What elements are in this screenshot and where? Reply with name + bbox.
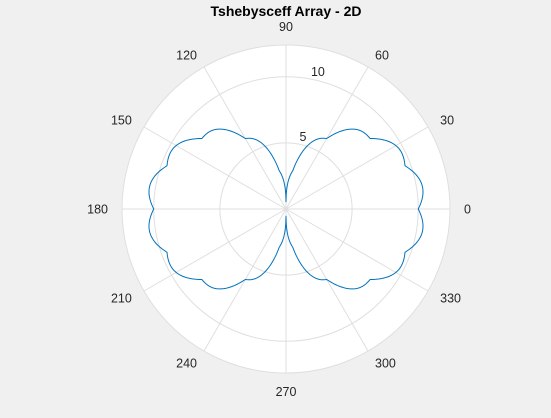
angular-grid-spoke-30 (285, 126, 429, 210)
theta-tick-label-210: 210 (111, 292, 132, 306)
chart-title: Tshebysceff Array - 2D (211, 3, 362, 19)
theta-tick-label-330: 330 (440, 292, 461, 306)
r-tick-label-5: 5 (299, 130, 306, 144)
theta-tick-label-60: 60 (375, 48, 389, 62)
angular-grid-spoke-330 (285, 208, 429, 292)
r-tick-label-10: 10 (311, 65, 325, 79)
r-tick-labels: 5 10 (299, 65, 324, 144)
theta-tick-label-90: 90 (279, 20, 293, 34)
theta-tick-labels: 0 30 60 90 120 150 180 210 240 270 300 330 (87, 20, 471, 399)
plot-area (148, 128, 424, 290)
theta-tick-label-120: 120 (176, 48, 197, 62)
theta-tick-label-300: 300 (375, 357, 396, 371)
theta-tick-label-30: 30 (440, 114, 454, 128)
theta-tick-label-270: 270 (276, 385, 297, 399)
angular-grid-spoke-210 (143, 208, 287, 292)
theta-tick-label-240: 240 (176, 357, 197, 371)
theta-tick-label-180: 180 (87, 203, 108, 217)
theta-tick-label-150: 150 (111, 114, 132, 128)
theta-tick-label-0: 0 (464, 203, 471, 217)
series-line-0 (148, 128, 424, 290)
angular-grid-spoke-150 (143, 126, 287, 210)
